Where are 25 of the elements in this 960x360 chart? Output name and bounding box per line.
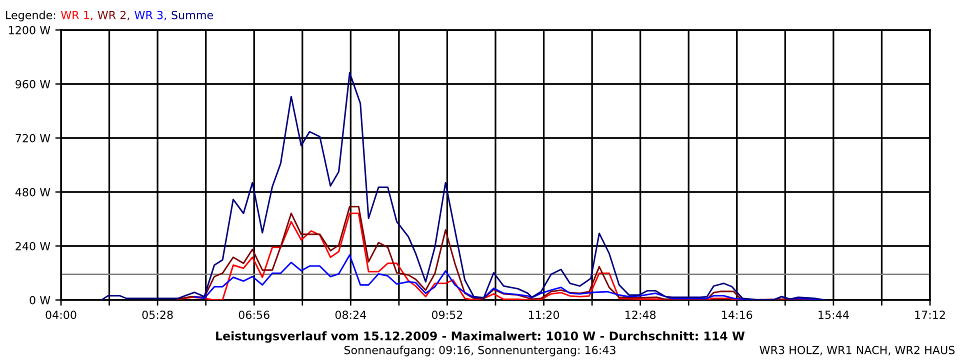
x-tick-label: 04:00 [46,310,76,320]
text: WR3 HOLZ, WR1 NACH, WR2 HAUS [760,346,955,356]
line-series [100,72,826,300]
y-tick-label: 480 W [15,188,50,196]
text: WR 3, [134,10,166,20]
y-tick-label: 0 W [30,296,50,304]
y-tick-label: 720 W [16,134,50,142]
x-tick-label: 17:12 [915,310,945,319]
y-tick-label: 240 W [16,242,50,250]
x-tick-label: 06:56 [238,310,270,320]
text: Summe [172,10,213,20]
x-tick-label: 14:16 [722,310,752,320]
x-tick-label: 15:44 [818,310,849,320]
x-tick-label: 12:48 [626,310,656,320]
y-tick-label: 960 W [16,80,50,88]
x-tick-label: 05:28 [142,310,173,320]
text: WR 2, [98,10,130,20]
x-tick-label: 09:52 [432,310,462,320]
legend-title: Legende: [6,10,56,22]
text: WR 1, [60,10,92,20]
x-tick-label: 11:20 [528,310,560,320]
text: Sonnenaufgang: 09:16, Sonnenuntergang: 16:43 [344,346,616,356]
x-tick-label: 08:24 [335,310,366,320]
text: Leistungsverlauf vom 15.12.2009 - Maximalwert: 1010 W - Durchschnitt: 114 W [216,331,745,343]
y-tick-label: 1200 W [9,26,50,34]
